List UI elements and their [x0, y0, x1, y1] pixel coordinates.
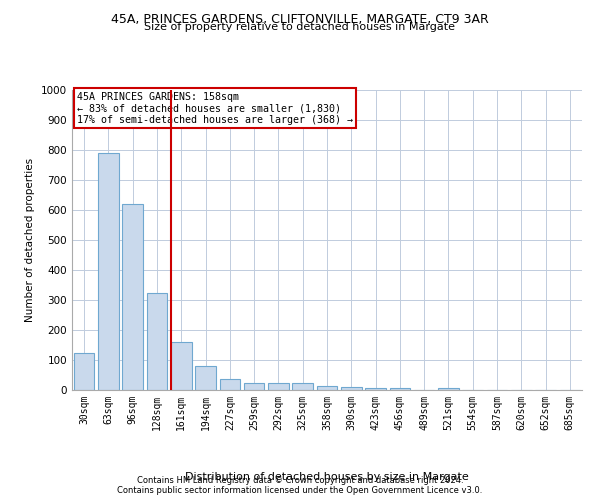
Text: 45A PRINCES GARDENS: 158sqm
← 83% of detached houses are smaller (1,830)
17% of : 45A PRINCES GARDENS: 158sqm ← 83% of det…	[77, 92, 353, 124]
Bar	[122, 204, 143, 390]
Bar	[171, 342, 191, 390]
Y-axis label: Number of detached properties: Number of detached properties	[25, 158, 35, 322]
X-axis label: Distribution of detached houses by size in Margate: Distribution of detached houses by size …	[185, 472, 469, 482]
Bar	[98, 153, 119, 390]
Bar	[268, 384, 289, 390]
Text: Contains HM Land Registry data © Crown copyright and database right 2024.: Contains HM Land Registry data © Crown c…	[137, 476, 463, 485]
Text: Contains public sector information licensed under the Open Government Licence v3: Contains public sector information licen…	[118, 486, 482, 495]
Text: 45A, PRINCES GARDENS, CLIFTONVILLE, MARGATE, CT9 3AR: 45A, PRINCES GARDENS, CLIFTONVILLE, MARG…	[111, 12, 489, 26]
Bar	[220, 379, 240, 390]
Bar	[244, 382, 265, 390]
Bar	[146, 292, 167, 390]
Bar	[195, 366, 216, 390]
Bar	[292, 384, 313, 390]
Text: Size of property relative to detached houses in Margate: Size of property relative to detached ho…	[145, 22, 455, 32]
Bar	[438, 388, 459, 390]
Bar	[317, 386, 337, 390]
Bar	[389, 388, 410, 390]
Bar	[74, 352, 94, 390]
Bar	[341, 387, 362, 390]
Bar	[365, 388, 386, 390]
